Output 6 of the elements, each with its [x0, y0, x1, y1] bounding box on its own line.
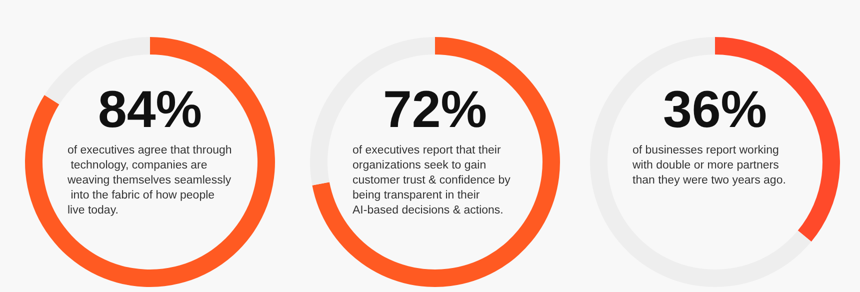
text: of businesses report working with double or more partners than they were two years ago. [632, 144, 786, 186]
data-label: 84% [98, 81, 202, 139]
data-label: 36% [662, 81, 768, 139]
text: of executives report that their organizations seek to gain customer trust & confidence by being transparent in their AI-based decisions & actions. [352, 144, 514, 216]
text: of executives agree that through technology, companies are weaving themselves seamlessly into the fabric of how people live today. [66, 144, 232, 216]
data-label: 72% [382, 81, 488, 139]
